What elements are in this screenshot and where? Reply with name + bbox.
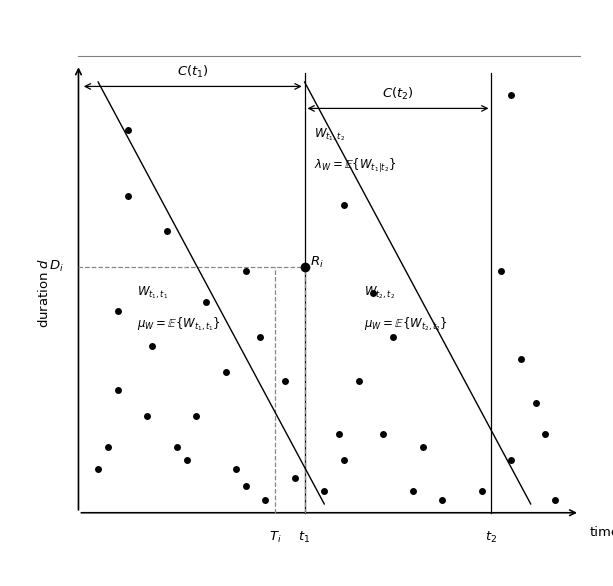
Text: $W_{t_1,t_1}$: $W_{t_1,t_1}$ [137,284,169,301]
Text: $D_i$: $D_i$ [49,259,64,274]
Text: duration $d$: duration $d$ [37,258,51,328]
Text: $W_{t_2,t_2}$: $W_{t_2,t_2}$ [364,284,395,301]
Text: $C(t_2)$: $C(t_2)$ [382,86,414,102]
Text: $W_{t_1,t_2}$: $W_{t_1,t_2}$ [314,126,346,142]
Text: time: time [590,526,613,539]
Text: $t_2$: $t_2$ [485,530,497,546]
Text: $R_i$: $R_i$ [311,255,324,270]
Text: $\lambda_W = \mathbb{E}\{W_{t_1|t_2}\}$: $\lambda_W = \mathbb{E}\{W_{t_1|t_2}\}$ [314,156,397,175]
Text: $T_i$: $T_i$ [268,530,281,546]
Text: $\mu_W = \mathbb{E}\{W_{t_1,t_1}\}$: $\mu_W = \mathbb{E}\{W_{t_1,t_1}\}$ [137,315,221,332]
Text: $t_1$: $t_1$ [299,530,311,546]
Text: $\mu_W = \mathbb{E}\{W_{t_2,t_2}\}$: $\mu_W = \mathbb{E}\{W_{t_2,t_2}\}$ [364,315,447,332]
Text: $C(t_1)$: $C(t_1)$ [177,64,208,80]
